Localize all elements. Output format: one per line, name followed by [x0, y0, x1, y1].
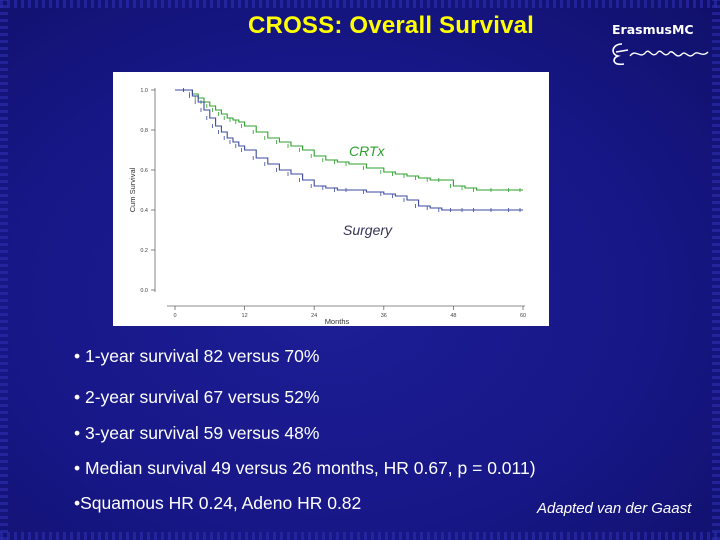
right-border-dots	[712, 0, 720, 540]
y-tick-label-5: 1.0	[140, 88, 148, 94]
top-border-dots	[0, 0, 720, 8]
x-tick-label-2: 24	[311, 313, 317, 319]
series-line-surgery	[175, 89, 523, 211]
x-tick-label-0: 0	[173, 313, 176, 319]
bullet-median: • Median survival 49 versus 26 months, H…	[74, 458, 536, 478]
left-border-dots	[0, 0, 8, 540]
x-tick-label-4: 48	[450, 313, 456, 319]
x-tick-label-5: 60	[520, 313, 526, 319]
x-axis-label: Months	[325, 317, 350, 326]
y-tick-label-1: 0.2	[140, 248, 148, 254]
annotation-surgery: Surgery	[343, 222, 393, 238]
erasmus-logo: ErasmusMC	[608, 18, 718, 70]
series-line-crtx	[175, 89, 523, 191]
x-tick-label-3: 36	[381, 313, 387, 319]
bottom-border-dots	[0, 532, 720, 540]
y-tick-label-2: 0.4	[140, 208, 148, 214]
x-tick-label-1: 12	[242, 313, 248, 319]
bullet-histology: •Squamous HR 0.24, Adeno HR 0.82	[74, 493, 362, 513]
bullet-3-year: • 3-year survival 59 versus 48%	[74, 423, 320, 443]
survival-chart: 0.0 0.2 0.4 0.6 0.8 1.0 0 12 24 36 48 60 Months Cum S…	[113, 72, 549, 326]
y-tick-label-4: 0.8	[140, 128, 148, 134]
bullet-1-year: • 1-year survival 82 versus 70%	[74, 346, 320, 366]
y-tick-label-0: 0.0	[140, 288, 148, 294]
slide-title: CROSS: Overall Survival	[248, 12, 535, 39]
attribution-text: Adapted van der Gaast	[537, 500, 692, 517]
bullet-2-year: • 2-year survival 67 versus 52%	[74, 387, 320, 407]
y-tick-label-3: 0.6	[140, 168, 148, 174]
y-axis-label: Cum Survival	[128, 167, 137, 212]
survival-chart-svg: 0.0 0.2 0.4 0.6 0.8 1.0 0 12 24 36 48 60 Months Cum S…	[128, 88, 526, 326]
signature-icon	[612, 43, 709, 66]
logo-wordmark: ErasmusMC	[612, 22, 694, 37]
annotation-crtx: CRTx	[349, 143, 386, 159]
